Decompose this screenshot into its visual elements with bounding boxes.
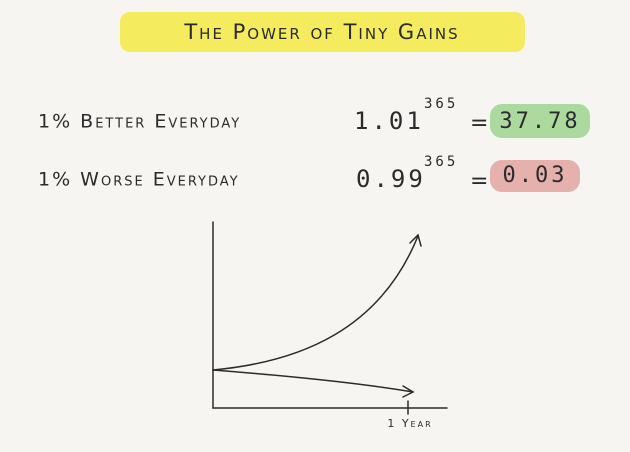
row-result: 0.03 [503,163,568,188]
row-result: 37.78 [499,109,580,134]
row-equals: = [470,169,488,194]
title: The Power of Tiny Gains [183,20,459,44]
graph [212,221,448,415]
decline-curve [212,369,414,393]
result-highlight [490,104,590,138]
title-highlight [120,12,525,52]
row-label: 1% Better Everyday [38,111,241,133]
growth-curve [212,235,419,371]
row-equals: = [470,111,488,136]
row-base: 0.99 [356,165,426,193]
arrowhead [402,385,415,398]
arrowhead [409,233,422,247]
row-exponent: 365 [424,154,458,170]
result-highlight [490,160,580,192]
x-label: 1 Year [387,417,432,430]
row-base: 1.01 [354,107,424,135]
row-exponent: 365 [424,96,458,112]
row-label: 1% Worse Everyday [38,169,240,191]
